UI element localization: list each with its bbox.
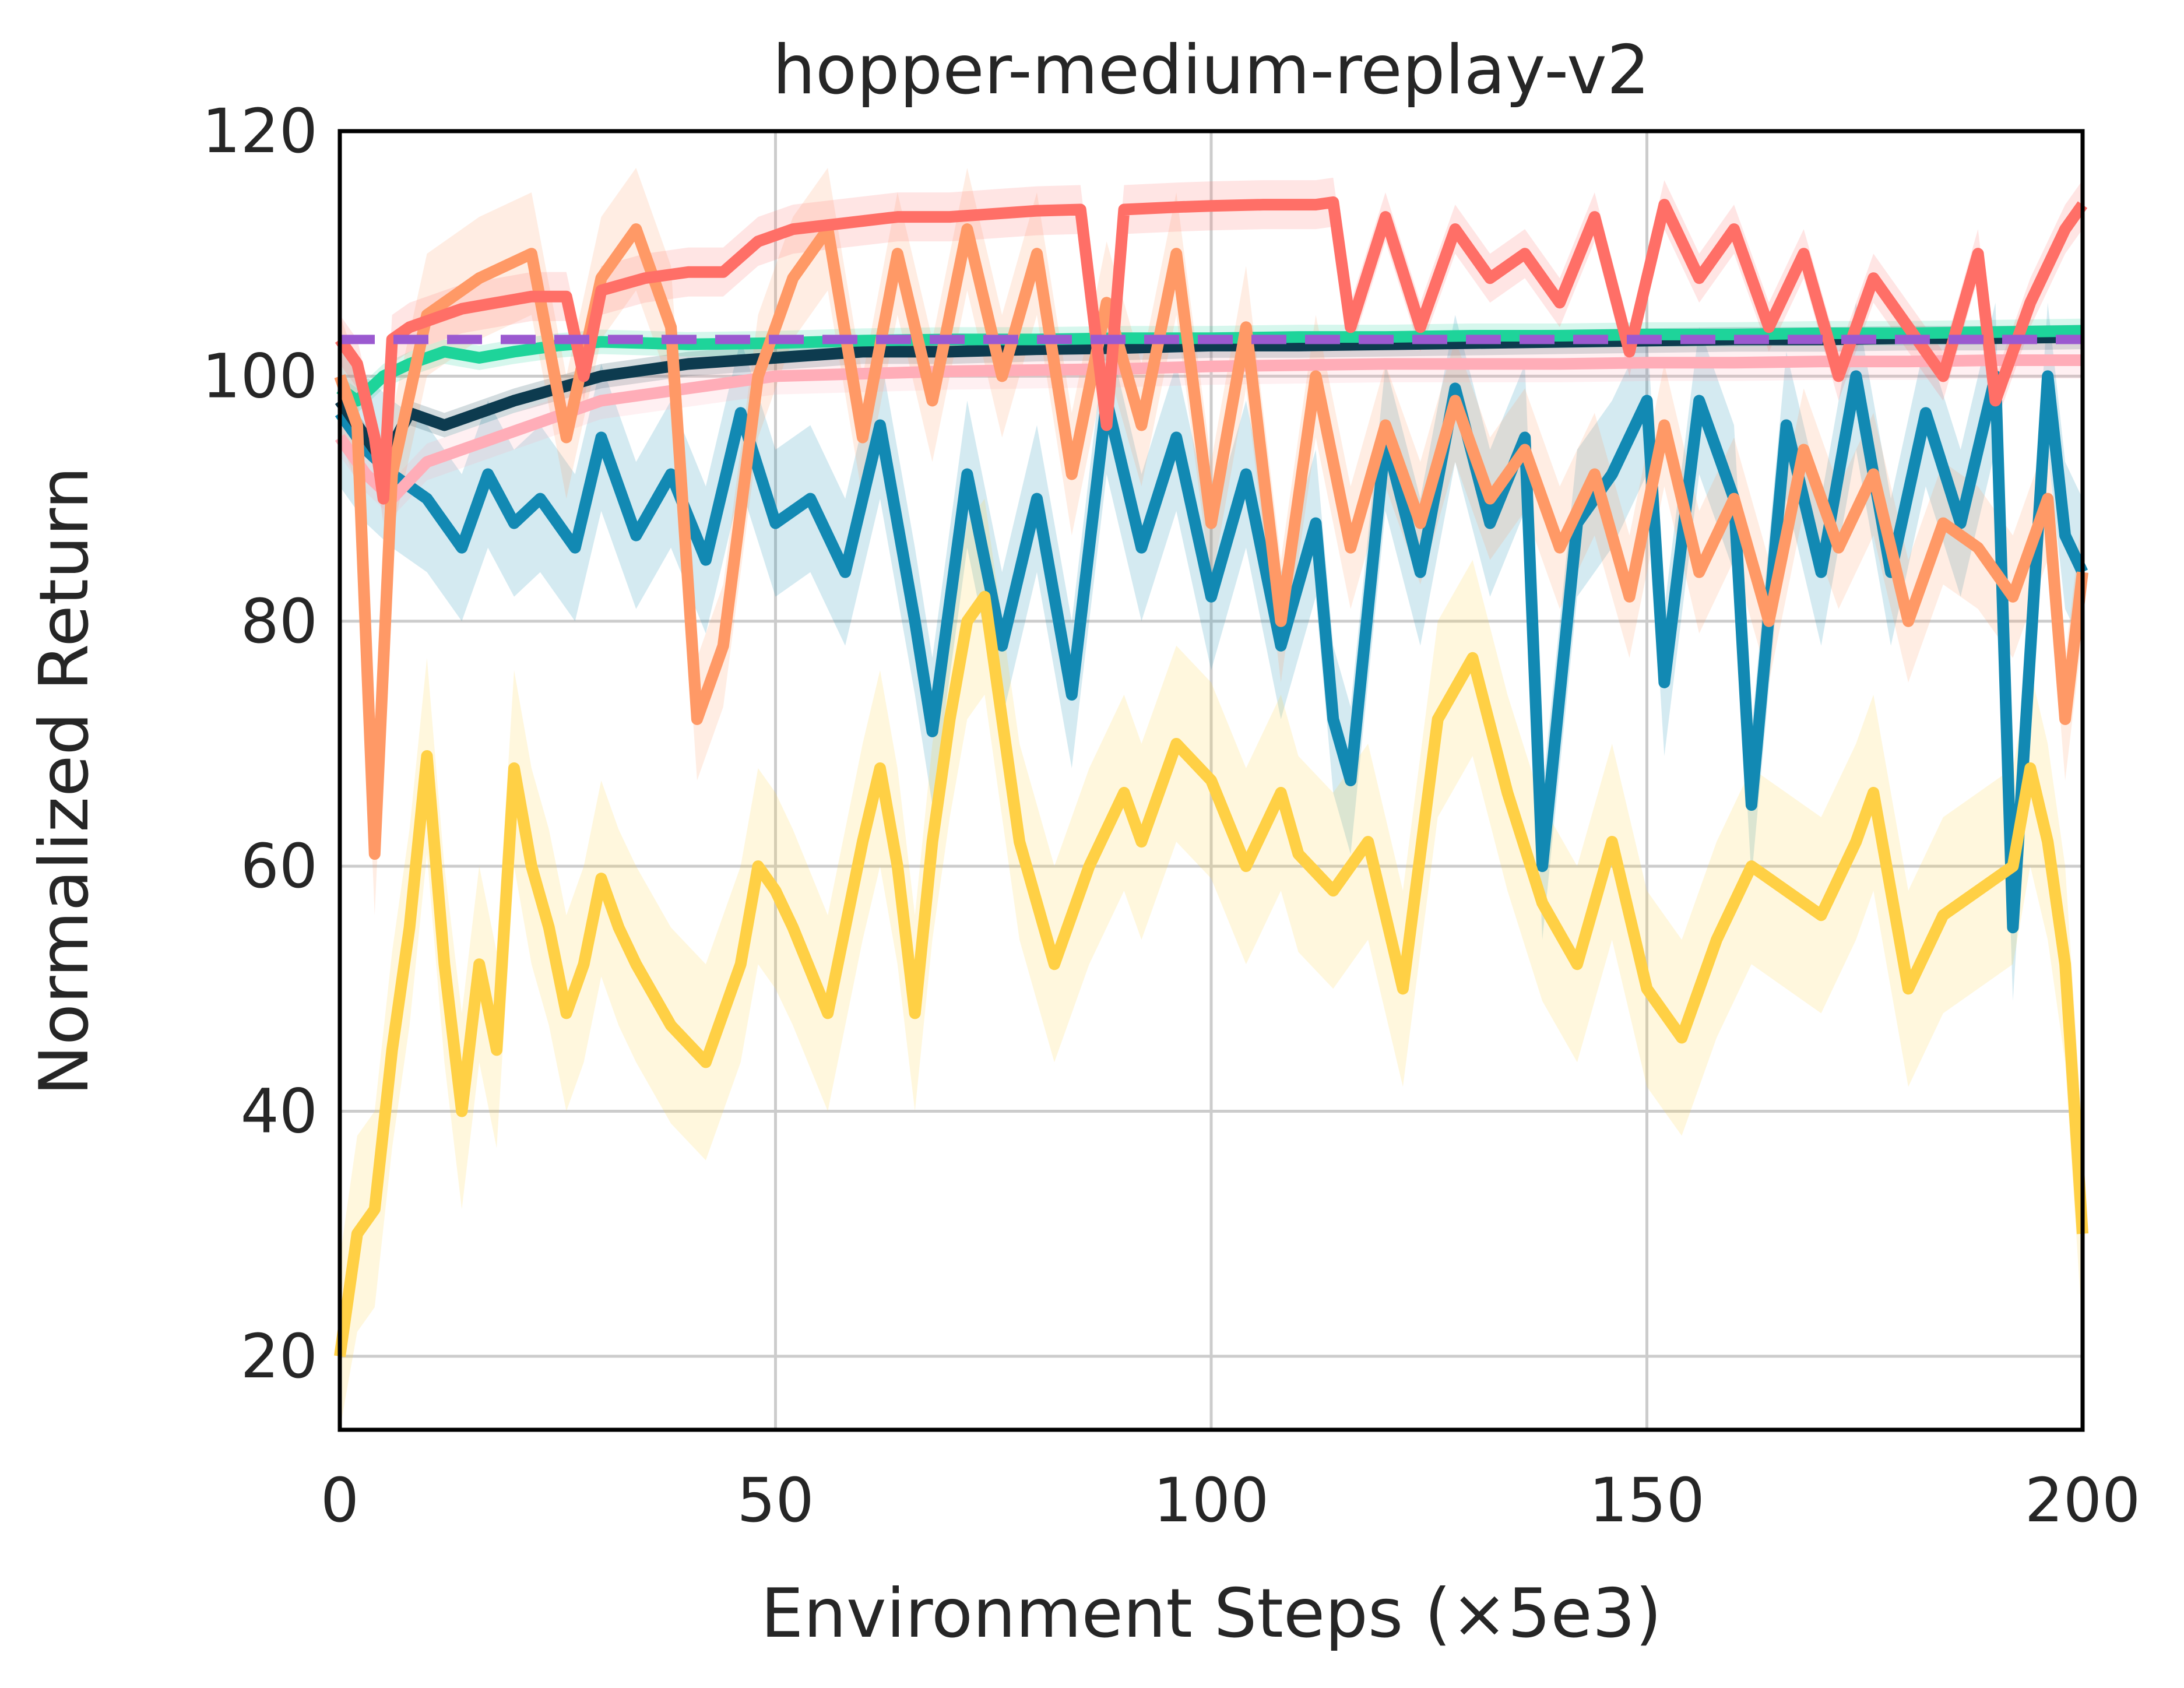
y-tick-60: 60 bbox=[241, 831, 318, 902]
series-red-line bbox=[335, 196, 2088, 505]
series-pink-line bbox=[335, 354, 2083, 505]
y-tick-20: 20 bbox=[241, 1321, 318, 1392]
x-axis-ticks: 0 50 100 150 200 bbox=[321, 1465, 2140, 1536]
chart-title: hopper-medium-replay-v2 bbox=[772, 31, 1650, 110]
x-tick-150: 150 bbox=[1589, 1465, 1705, 1536]
series-yellow-band bbox=[340, 498, 2083, 1430]
y-axis-label: Normalized Return bbox=[25, 466, 104, 1096]
plot-frame bbox=[337, 129, 2085, 1432]
x-tick-100: 100 bbox=[1153, 1465, 1269, 1536]
series-orange-line bbox=[334, 223, 2088, 860]
series-blue-band bbox=[340, 303, 2083, 1001]
series-pink-band bbox=[340, 342, 2083, 518]
y-tick-80: 80 bbox=[241, 586, 318, 657]
x-axis-label: Environment Steps (×5e3) bbox=[761, 1574, 1662, 1653]
x-tick-200: 200 bbox=[2025, 1465, 2141, 1536]
y-tick-40: 40 bbox=[241, 1076, 318, 1147]
series-yellow-line bbox=[334, 590, 2088, 1358]
y-axis-ticks: 20 40 60 80 100 120 bbox=[202, 96, 318, 1392]
x-tick-50: 50 bbox=[737, 1465, 814, 1536]
y-tick-120: 120 bbox=[202, 96, 318, 167]
series-blue-line bbox=[335, 370, 2088, 934]
y-tick-100: 100 bbox=[202, 340, 318, 412]
x-tick-0: 0 bbox=[321, 1465, 359, 1536]
